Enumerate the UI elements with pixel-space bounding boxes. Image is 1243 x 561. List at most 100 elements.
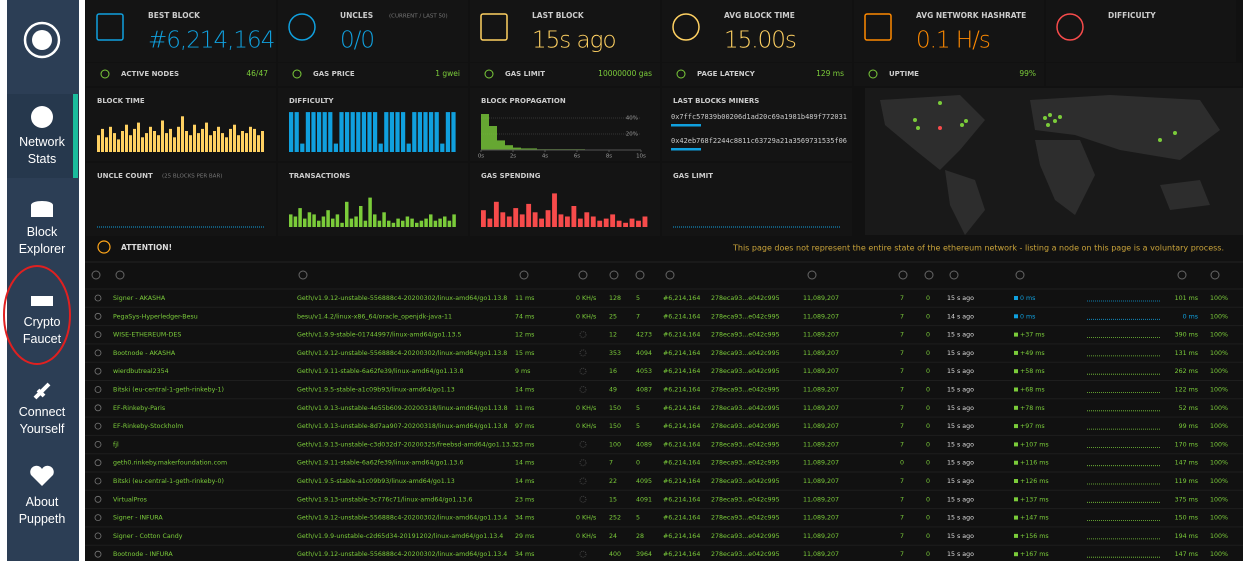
- bar: [417, 112, 422, 152]
- bar: [519, 214, 525, 227]
- cell-hashrate: 0 KH/s: [576, 313, 596, 320]
- bar: [97, 135, 100, 152]
- cell-block: #6,214,164: [663, 496, 700, 503]
- column-header-icon[interactable]: [519, 270, 529, 280]
- column-header-icon[interactable]: [578, 270, 588, 280]
- cell-hash: 278eca93...e042c995: [711, 423, 780, 430]
- logo[interactable]: [23, 21, 61, 59]
- column-header-icon[interactable]: [898, 270, 908, 280]
- stat-icon: [864, 13, 892, 41]
- x-tick-label: 6s: [574, 154, 580, 160]
- bar: [237, 135, 240, 152]
- bar: [105, 137, 108, 152]
- cell-avg: 131 ms: [1175, 350, 1198, 357]
- bar: [493, 201, 499, 227]
- stat-box: [470, 0, 660, 62]
- column-header-icon[interactable]: [91, 270, 101, 280]
- cell-pending: 5: [636, 295, 640, 302]
- bar: [177, 126, 180, 152]
- substat-icon: [100, 69, 110, 79]
- stat-icon: [672, 13, 700, 41]
- cell-client: Geth/v1.9.12-unstable-556888c4-20200302/…: [297, 515, 507, 522]
- cell-difficulty: 11,089,207: [803, 368, 839, 375]
- cell-hashrate: 0 KH/s: [576, 533, 596, 540]
- cell-difficulty: 11,089,207: [803, 295, 839, 302]
- cell-hash: 278eca93...e042c995: [711, 496, 780, 503]
- cell-txs: 7: [900, 515, 904, 522]
- hashrate-icon: [579, 331, 587, 339]
- stat-title: DIFFICULTY: [1108, 11, 1156, 20]
- node-status: [94, 404, 102, 412]
- cell-pending: 5: [636, 423, 640, 430]
- cell-avg: 147 ms: [1175, 551, 1198, 558]
- cell-uptime: 100%: [1210, 496, 1228, 503]
- bar: [532, 212, 538, 227]
- cell-propagation: +68 ms: [1020, 387, 1045, 394]
- column-header-icon[interactable]: [949, 270, 959, 280]
- sidebar-item[interactable]: About Puppeth: [19, 495, 66, 526]
- bar: [261, 131, 264, 152]
- bar: [125, 124, 128, 152]
- cell-avg: 375 ms: [1175, 496, 1198, 503]
- cell-peers: 25: [609, 313, 617, 320]
- hashrate-icon: [579, 367, 587, 375]
- bar: [584, 212, 590, 227]
- column-header-icon[interactable]: [665, 270, 675, 280]
- cell-difficulty: 11,089,207: [803, 387, 839, 394]
- cell-difficulty: 11,089,207: [803, 551, 839, 558]
- bar: [529, 148, 537, 150]
- bar: [217, 126, 220, 152]
- bar: [193, 124, 196, 152]
- column-header-icon[interactable]: [807, 270, 817, 280]
- sidebar-item[interactable]: Network Stats: [19, 135, 66, 166]
- cell-uncles: 0: [926, 515, 930, 522]
- map-eurasia: [1030, 95, 1220, 160]
- column-header-icon[interactable]: [1210, 270, 1220, 280]
- bar: [429, 214, 433, 227]
- chart-box: [86, 163, 276, 236]
- cell-client: Geth/v1.9.11-stable-6a62fe39/linux-amd64…: [297, 460, 463, 467]
- cell-pending: 7: [636, 313, 640, 320]
- cell-time: 15 s ago: [947, 533, 974, 540]
- cell-txs: 7: [900, 332, 904, 339]
- bar: [101, 128, 104, 152]
- bar: [590, 216, 596, 227]
- bar: [145, 133, 148, 152]
- column-header-icon[interactable]: [609, 270, 619, 280]
- column-header-icon[interactable]: [115, 270, 125, 280]
- cell-txs: 7: [900, 405, 904, 412]
- substat-value: 99%: [1019, 69, 1036, 78]
- cell-uptime: 100%: [1210, 350, 1228, 357]
- bar: [300, 143, 305, 152]
- sidebar-item[interactable]: Block Explorer: [19, 225, 66, 256]
- propagation-marker: [1014, 515, 1018, 520]
- column-header-icon[interactable]: [635, 270, 645, 280]
- cell-uncles: 0: [926, 551, 930, 558]
- cell-peers: 353: [609, 350, 621, 357]
- sidebar-item[interactable]: Connect Yourself: [19, 405, 66, 436]
- stat-value: #6,214,164: [148, 28, 274, 54]
- stat-icon: [480, 13, 508, 41]
- column-header-icon[interactable]: [1015, 270, 1025, 280]
- cell-propagation: +107 ms: [1020, 441, 1049, 448]
- x-tick-label: 2s: [510, 154, 516, 160]
- bar: [289, 112, 294, 152]
- chart-box: [662, 163, 852, 236]
- column-header-icon[interactable]: [298, 270, 308, 280]
- column-header-icon[interactable]: [1177, 270, 1187, 280]
- cell-block: #6,214,164: [663, 387, 700, 394]
- sidebar-item[interactable]: Crypto Faucet: [23, 315, 62, 346]
- cell-uncles: 0: [926, 332, 930, 339]
- cell-propagation: +126 ms: [1020, 478, 1049, 485]
- chart-title: BLOCK PROPAGATION: [481, 97, 566, 105]
- cell-peers: 24: [609, 533, 617, 540]
- bar: [157, 135, 160, 152]
- cell-txs: 7: [900, 387, 904, 394]
- bar: [401, 112, 406, 152]
- bar: [616, 220, 622, 227]
- bar: [209, 135, 212, 152]
- cell-pending: 4087: [636, 387, 652, 394]
- cell-hash: 278eca93...e042c995: [711, 441, 780, 448]
- column-header-icon[interactable]: [924, 270, 934, 280]
- cell-peers: 22: [609, 478, 617, 485]
